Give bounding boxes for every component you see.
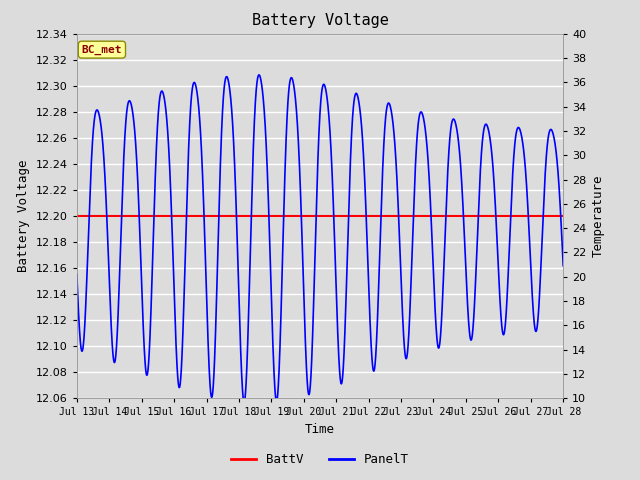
Text: BC_met: BC_met <box>82 45 122 55</box>
Y-axis label: Battery Voltage: Battery Voltage <box>17 160 30 272</box>
Title: Battery Voltage: Battery Voltage <box>252 13 388 28</box>
Y-axis label: Temperature: Temperature <box>592 175 605 257</box>
X-axis label: Time: Time <box>305 423 335 436</box>
Legend: BattV, PanelT: BattV, PanelT <box>227 448 413 471</box>
